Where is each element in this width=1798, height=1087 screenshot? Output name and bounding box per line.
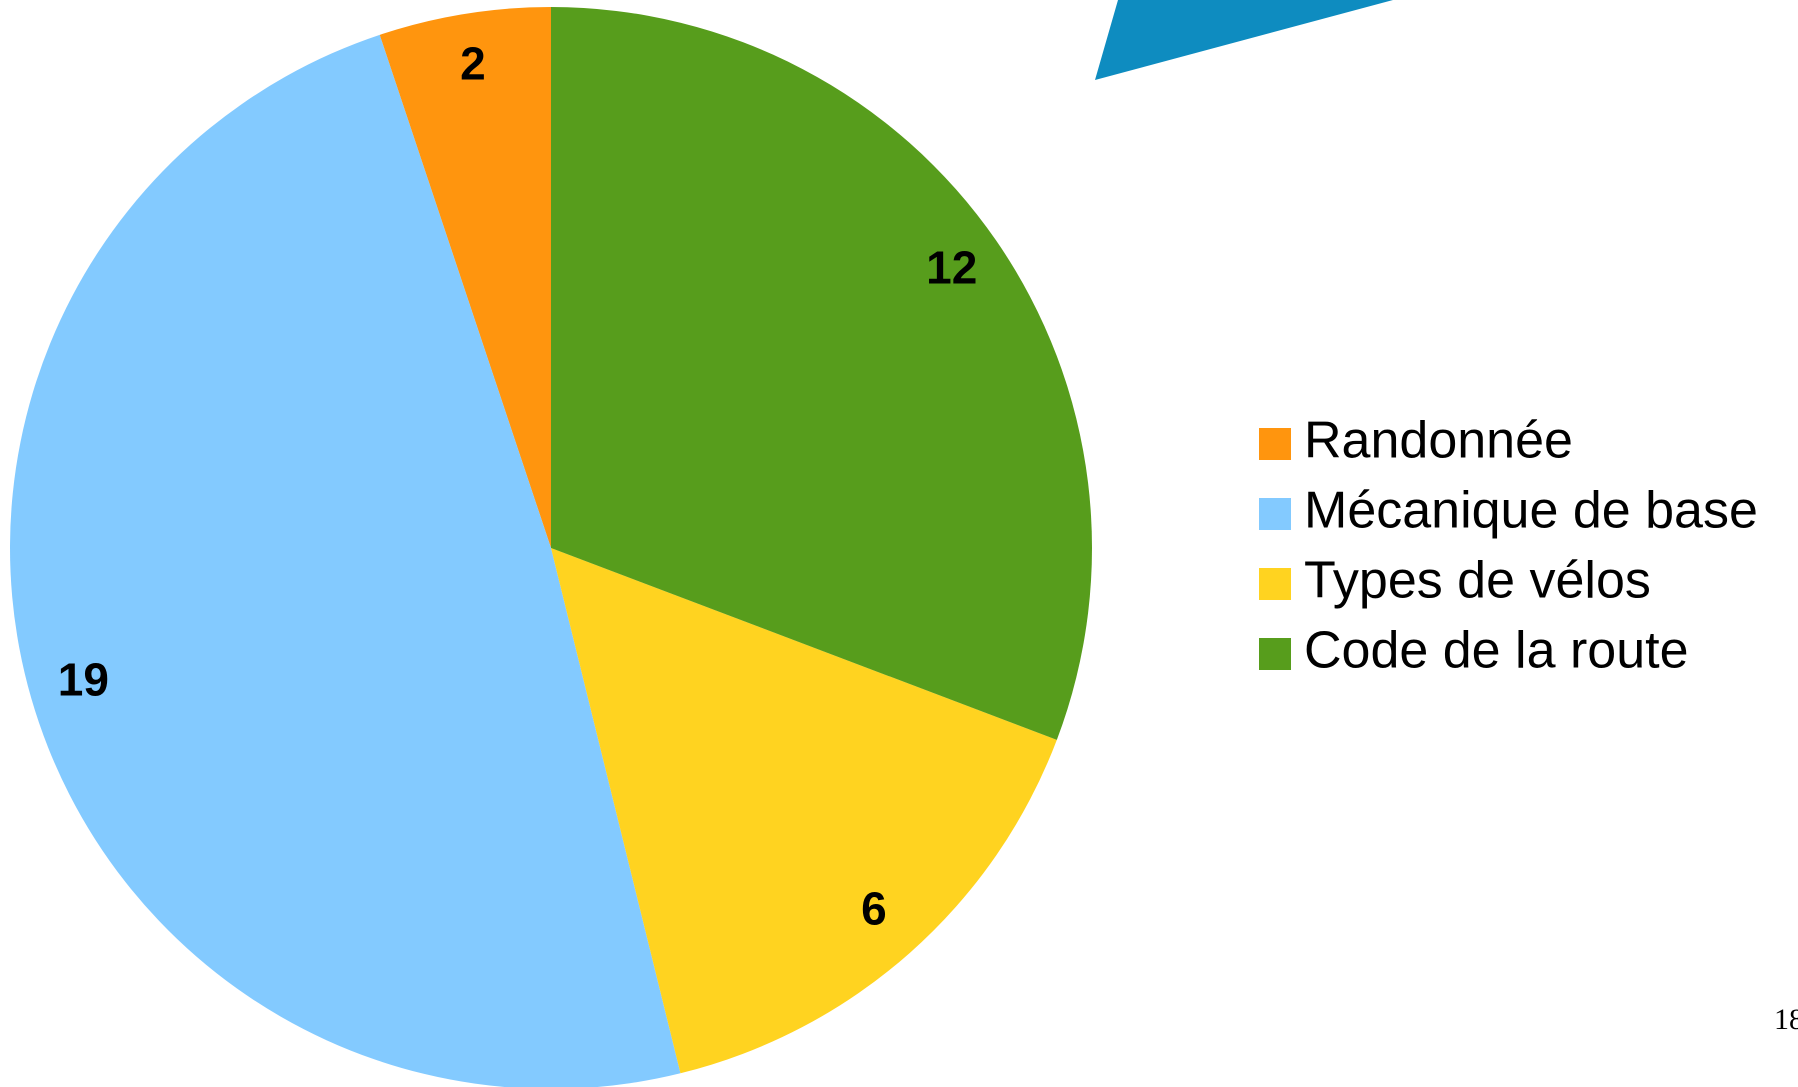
legend-swatch xyxy=(1259,568,1291,600)
legend-swatch xyxy=(1259,428,1291,460)
legend-label: Types de vélos xyxy=(1304,552,1651,610)
value-label: 12 xyxy=(926,242,977,294)
legend-label: Randonnée xyxy=(1304,412,1573,470)
legend-swatch xyxy=(1259,498,1291,530)
legend-label: Code de la route xyxy=(1304,622,1689,680)
page-number: 18 xyxy=(1774,1003,1798,1036)
value-label: 6 xyxy=(861,883,887,935)
pie-slice xyxy=(551,548,1057,1074)
legend-label: Mécanique de base xyxy=(1304,482,1758,540)
legend-swatch xyxy=(1259,638,1291,670)
value-label: 19 xyxy=(58,654,109,706)
pie-slice xyxy=(551,7,1092,740)
pie-slice xyxy=(379,7,551,548)
decor-shape xyxy=(1095,0,1393,80)
pie-slice xyxy=(9,34,681,1087)
value-label: 2 xyxy=(460,38,486,90)
